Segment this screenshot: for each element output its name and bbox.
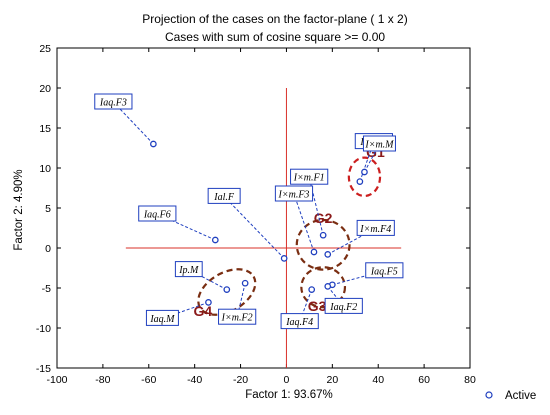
leader-line xyxy=(332,270,385,286)
point-label-box xyxy=(362,135,396,152)
point-label-box xyxy=(207,187,241,204)
x-tick-label: -60 xyxy=(141,374,156,386)
x-tick-label: -40 xyxy=(187,374,202,386)
group-ellipse-g2 xyxy=(295,218,351,271)
point-label: I×m.F1 xyxy=(293,173,325,184)
data-point xyxy=(241,279,249,287)
group-ellipse-g1 xyxy=(347,156,382,198)
y-tick-label: 25 xyxy=(39,43,51,55)
y-tick-label: -5 xyxy=(42,283,51,295)
point-label: I×m.M xyxy=(364,140,394,151)
point-label-box xyxy=(145,309,179,326)
point-label-box xyxy=(274,185,314,202)
point-label-box xyxy=(174,261,203,278)
data-point xyxy=(324,283,332,290)
y-tick-label: -15 xyxy=(36,363,51,375)
point-label-box xyxy=(290,168,329,185)
data-point xyxy=(211,236,219,244)
point-label: Iaq.F4 xyxy=(285,317,313,328)
y-tick-label: 0 xyxy=(45,243,51,255)
leader-line xyxy=(299,289,313,322)
leader-line xyxy=(223,196,285,259)
point-label: Iaq.M xyxy=(149,314,175,325)
leader-line xyxy=(236,283,246,318)
point-label: Ial.F xyxy=(213,192,235,203)
data-point xyxy=(150,140,157,148)
data-point xyxy=(324,251,332,258)
point-label: Iaq.F3 xyxy=(99,98,127,109)
x-tick-label: 40 xyxy=(372,374,384,386)
y-tick-label: 5 xyxy=(45,203,51,215)
legend-label: Active xyxy=(505,390,536,402)
chart-subtitle: Cases with sum of cosine square >= 0.00 xyxy=(164,30,386,44)
x-tick-label: 20 xyxy=(326,374,338,386)
y-tick-label: 10 xyxy=(39,163,51,175)
group-label-g4: G4 xyxy=(193,303,212,319)
y-tick-label: -10 xyxy=(36,323,51,335)
x-tick-label: 0 xyxy=(284,374,290,386)
point-label: I×m.F3 xyxy=(278,190,310,201)
data-point xyxy=(280,255,288,262)
point-label: I×m.F2 xyxy=(221,313,253,324)
y-tick-label: 20 xyxy=(39,83,51,95)
legend-marker xyxy=(485,391,493,399)
point-label: I×m.F4 xyxy=(359,224,391,235)
data-point xyxy=(308,286,316,293)
group-label-g3: G3 xyxy=(308,298,327,314)
legend: Active xyxy=(485,390,536,402)
point-label-box xyxy=(94,93,133,110)
x-tick-label: -80 xyxy=(95,374,110,386)
x-axis-label: Factor 1: 93.67% xyxy=(245,389,333,401)
y-tick-label: 15 xyxy=(39,123,51,135)
point-label: Iaq.F5 xyxy=(370,266,398,277)
leader-line xyxy=(293,193,315,253)
point-label: Ip.M xyxy=(178,265,199,276)
data-point xyxy=(361,168,368,176)
data-point xyxy=(205,299,212,306)
chart-title: Projection of the cases on the factor-pl… xyxy=(142,12,408,26)
point-label-box xyxy=(324,297,363,314)
point-label-box xyxy=(218,308,257,325)
group-ellipse-g3 xyxy=(300,266,347,309)
data-point xyxy=(356,178,364,185)
x-tick-label: -100 xyxy=(46,374,67,386)
point-label-box xyxy=(356,219,395,236)
data-point xyxy=(319,231,327,239)
group-label-g2: G2 xyxy=(314,210,333,226)
y-axis-label: Factor 2: 4.90% xyxy=(13,169,25,250)
x-tick-label: 60 xyxy=(418,374,430,386)
data-point xyxy=(310,248,318,256)
point-label-box xyxy=(365,262,404,279)
point-label: Iaq.F6 xyxy=(143,210,171,221)
x-tick-label: 80 xyxy=(464,374,476,386)
point-label-box xyxy=(138,205,177,222)
point-label-box xyxy=(280,313,319,330)
point-label: Iaq.F2 xyxy=(329,302,357,313)
x-tick-label: -20 xyxy=(233,374,248,386)
data-point xyxy=(223,286,231,293)
